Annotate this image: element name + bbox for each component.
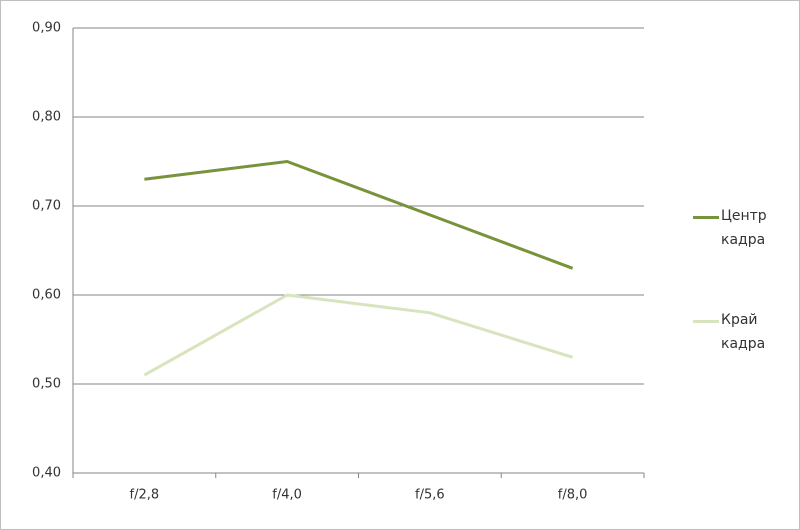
x-tick-label: f/4,0 [272,488,302,503]
legend-item: Центр кадра [693,208,781,252]
x-tick-label: f/2,8 [130,488,160,503]
y-tick-label: 0,60 [32,288,61,303]
y-tick-label: 0,50 [32,377,61,392]
y-tick-label: 0,80 [32,110,61,125]
y-tick-label: 0,90 [32,21,61,36]
y-tick-label: 0,40 [32,466,61,481]
legend-label: Центр кадра [721,208,767,248]
x-tick-label: f/5,6 [415,488,445,503]
legend-item: Край кадра [693,312,781,356]
legend-swatch [693,320,719,323]
legend-label: Край кадра [721,312,766,352]
y-tick-label: 0,70 [32,199,61,214]
legend-swatch [693,216,719,219]
series-line [144,159,574,270]
x-tick-label: f/8,0 [558,488,588,503]
series-line [143,293,574,377]
